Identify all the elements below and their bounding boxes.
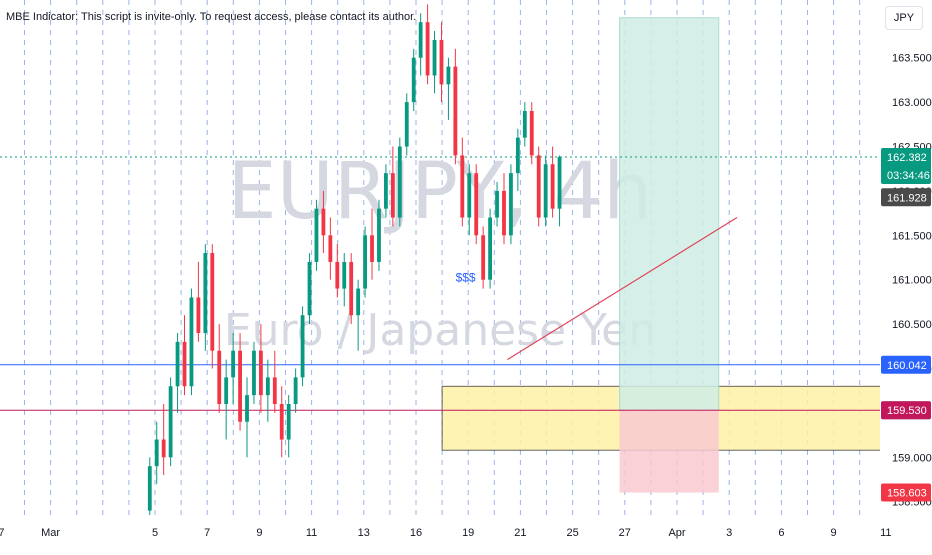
candle-body[interactable] [544,164,548,217]
candle-body[interactable] [280,404,284,440]
candle-body[interactable] [231,351,235,378]
watermark-name: Euro / Japanese Yen [224,305,656,356]
candle-body[interactable] [238,351,242,422]
price-tick-label: 161.000 [892,275,932,287]
candle-body[interactable] [210,253,214,351]
candle-body[interactable] [537,155,541,217]
candle-body[interactable] [363,235,367,288]
price-badge-text-stop: 158.603 [887,488,927,500]
candle-body[interactable] [266,377,270,395]
candle-body[interactable] [183,342,187,386]
candle-body[interactable] [530,111,534,155]
date-label: 13 [358,527,370,539]
candle-body[interactable] [322,209,326,236]
date-label: 6 [778,527,784,539]
price-tick-label: 161.500 [892,230,932,242]
date-label: 27 [0,527,5,539]
currency-button[interactable]: JPY [885,6,923,30]
price-tick-label: 163.000 [892,97,932,109]
candle-body[interactable] [335,262,339,289]
date-label: 19 [462,527,474,539]
candle-body[interactable] [467,173,471,217]
candle-body[interactable] [558,157,562,209]
candle-body[interactable] [162,440,166,458]
target-zone[interactable] [620,18,719,410]
price-badge-text-red: 159.530 [887,405,927,417]
candle-body[interactable] [342,262,346,289]
stop-zone[interactable] [620,410,719,492]
candle-body[interactable] [384,173,388,209]
candle-body[interactable] [460,155,464,217]
candle-body[interactable] [190,297,194,386]
watermark-symbol: EURJPY, 4h [227,147,652,237]
price-badge-text-prev: 161.928 [887,192,927,204]
candle-body[interactable] [453,67,457,156]
candle-body[interactable] [203,253,207,333]
candle-body[interactable] [523,111,527,138]
candle-body[interactable] [217,351,221,404]
candle-body[interactable] [224,377,228,404]
candle-body[interactable] [412,58,416,102]
candle-body[interactable] [301,315,305,377]
candle-body[interactable] [377,209,381,262]
date-label: 16 [410,527,422,539]
candle-body[interactable] [169,386,173,457]
candle-body[interactable] [356,289,360,316]
date-label: 11 [306,527,317,539]
date-label: 11 [880,527,891,539]
candle-body[interactable] [155,440,159,467]
date-label: 9 [831,527,837,539]
date-label: 25 [566,527,578,539]
candle-body[interactable] [391,173,395,217]
candle-body[interactable] [349,262,353,315]
candle-body[interactable] [245,395,249,422]
candle-body[interactable] [419,22,423,58]
indicator-notice: MBE Indicator: This script is invite-onl… [6,11,416,23]
candle-body[interactable] [426,22,430,75]
price-badge-text-blue: 160.042 [887,360,927,372]
candle-body[interactable] [495,191,499,218]
candle-body[interactable] [551,164,555,208]
candle-body[interactable] [294,377,298,404]
candle-body[interactable] [328,235,332,262]
candle-body[interactable] [433,40,437,76]
price-badge-countdown: 03:34:46 [887,170,930,182]
candle-body[interactable] [440,40,444,84]
candle-body[interactable] [196,297,200,333]
price-tick-label: 160.500 [892,319,932,331]
date-label: 9 [256,527,262,539]
candle-body[interactable] [252,351,256,395]
date-label: 5 [152,527,158,539]
price-tick-label: 159.000 [892,452,932,464]
price-badge-text-current: 162.382 [887,152,927,164]
date-label: 7 [204,527,210,539]
candle-body[interactable] [447,67,451,85]
liquidity-annotation: $$$ [456,271,476,285]
candle-body[interactable] [176,342,180,386]
candle-body[interactable] [308,262,312,315]
candle-body[interactable] [148,466,152,510]
candle-body[interactable] [370,235,374,262]
date-label: 3 [726,527,732,539]
candle-body[interactable] [273,377,277,404]
date-label: 27 [619,527,631,539]
price-tick-label: 163.500 [892,53,932,65]
candle-body[interactable] [405,102,409,146]
candle-body[interactable] [474,173,478,235]
candle-body[interactable] [488,218,492,280]
candle-body[interactable] [287,404,291,440]
date-label: 21 [514,527,526,539]
candle-body[interactable] [259,351,263,395]
candle-body[interactable] [502,191,506,235]
candle-body[interactable] [398,147,402,218]
candle-body[interactable] [509,173,513,235]
candle-body[interactable] [516,138,520,174]
date-label: Mar [41,527,60,539]
candle-body[interactable] [481,235,485,279]
candle-body[interactable] [315,209,319,262]
date-label: Apr [668,527,685,539]
